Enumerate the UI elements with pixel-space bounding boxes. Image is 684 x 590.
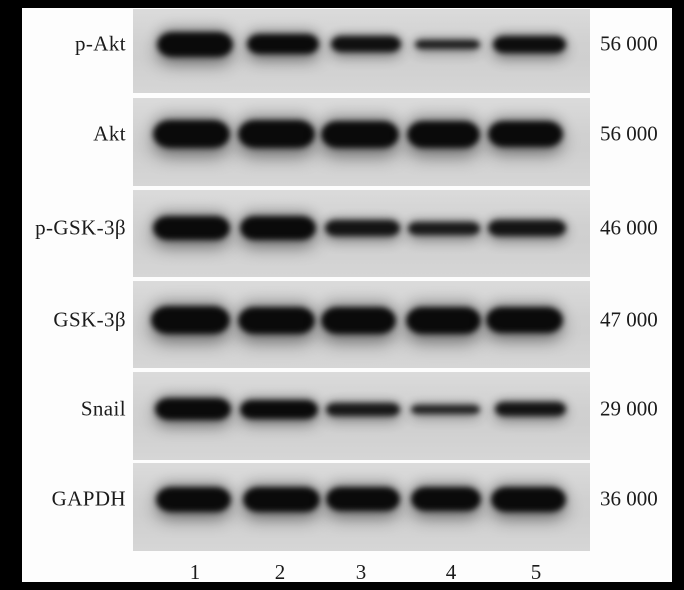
blot-band: [155, 486, 231, 512]
blot-band: [155, 398, 231, 420]
blot-band: [405, 306, 481, 334]
blot-band: [331, 36, 401, 52]
blot-band: [324, 220, 400, 236]
blot-band: [152, 120, 230, 148]
blot-band: [410, 404, 480, 414]
blot-band: [411, 487, 481, 511]
blot-band: [247, 34, 319, 54]
blot-band: [240, 399, 318, 419]
blot-strip: [133, 372, 590, 460]
molecular-weight-label: 46 000: [600, 215, 658, 240]
blot-band: [152, 216, 230, 240]
blot-band: [326, 487, 400, 511]
blot-band: [321, 120, 399, 148]
blot-band: [240, 216, 316, 240]
blot-strip: [133, 281, 590, 368]
lane-number: 4: [445, 560, 457, 584]
blot-band: [487, 121, 563, 147]
protein-label: GAPDH: [51, 486, 126, 511]
blot-strip: [133, 98, 590, 186]
blot-strip: [133, 463, 590, 551]
lane-number: 1: [189, 560, 201, 584]
blot-band: [414, 39, 480, 49]
blot-band: [406, 120, 480, 148]
blot-band: [242, 486, 320, 512]
blot-band: [237, 120, 315, 148]
lane-number: 5: [530, 560, 542, 584]
molecular-weight-label: 47 000: [600, 307, 658, 332]
blot-band: [492, 35, 566, 53]
blot-band: [237, 306, 315, 334]
western-blot-figure: p-Akt 56 000 Akt 56 000 p-GSK-3β 46 000 …: [22, 8, 672, 585]
blot-band: [326, 402, 400, 416]
blot-band: [494, 402, 566, 416]
blot-band: [320, 306, 396, 334]
molecular-weight-label: 56 000: [600, 31, 658, 56]
blot-band: [488, 220, 566, 236]
blot-strip: [133, 9, 590, 93]
lane-number: 3: [355, 560, 367, 584]
protein-label: Akt: [93, 121, 126, 146]
blot-band: [408, 221, 480, 235]
molecular-weight-label: 29 000: [600, 396, 658, 421]
blot-band: [157, 31, 233, 57]
protein-label: p-Akt: [75, 31, 126, 56]
blot-band: [150, 306, 230, 334]
molecular-weight-label: 56 000: [600, 121, 658, 146]
blot-strip: [133, 190, 590, 277]
blot-band: [485, 307, 563, 333]
protein-label: GSK-3β: [53, 307, 126, 332]
blot-band: [490, 486, 566, 512]
lane-numbers: 1 2 3 4 5: [133, 559, 590, 585]
protein-label: p-GSK-3β: [35, 215, 126, 240]
lane-number: 2: [274, 560, 286, 584]
molecular-weight-label: 36 000: [600, 486, 658, 511]
protein-label: Snail: [80, 396, 126, 421]
